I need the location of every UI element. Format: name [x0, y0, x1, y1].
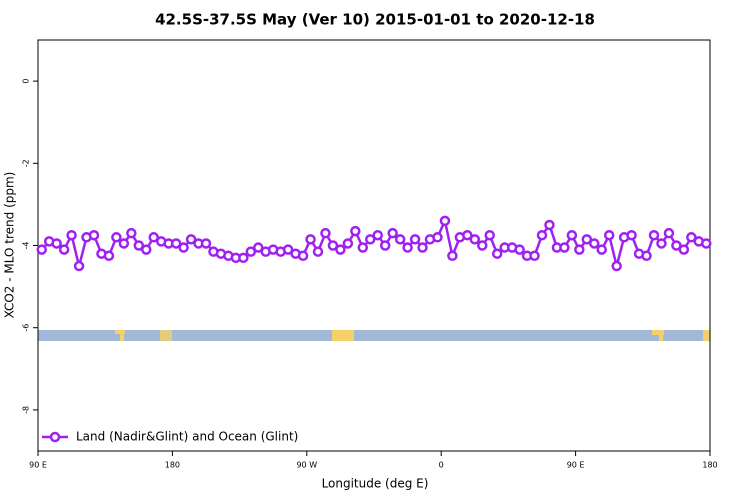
y-tick-label: -8: [22, 406, 31, 414]
y-tick-label: -4: [22, 242, 31, 250]
land-ocean-mask: [38, 330, 710, 341]
data-point: [73, 260, 85, 272]
data-point: [253, 242, 264, 253]
data-point: [566, 229, 578, 241]
data-point: [118, 238, 130, 249]
data-point: [529, 250, 540, 262]
data-point: [559, 242, 570, 253]
data-point: [484, 229, 495, 241]
data-point: [51, 238, 62, 249]
data-point: [238, 252, 249, 264]
data-point: [686, 232, 697, 243]
data-point: [126, 227, 137, 239]
data-point: [589, 238, 600, 249]
data-point: [245, 246, 257, 257]
data-point: [648, 229, 660, 241]
data-point: [58, 244, 70, 255]
data-point: [611, 260, 622, 272]
data-point: [200, 238, 212, 249]
data-point: [335, 244, 346, 255]
data-point: [170, 238, 182, 249]
data-point: [387, 227, 398, 239]
data-point: [678, 244, 690, 255]
chart-title: 42.5S-37.5S May (Ver 10) 2015-01-01 to 2…: [155, 11, 595, 29]
data-point: [185, 234, 197, 245]
data-point: [394, 234, 406, 245]
data-point: [36, 244, 47, 255]
data-point: [439, 215, 451, 227]
data-point: [372, 229, 383, 241]
data-point: [297, 250, 309, 262]
y-axis-label: XCO2 - MLO trend (ppm): [3, 172, 17, 319]
data-point: [432, 232, 443, 243]
data-point: [477, 240, 488, 251]
data-point: [447, 250, 458, 262]
x-tick-label: 180: [165, 461, 180, 470]
data-point: [402, 242, 413, 253]
data-point: [641, 250, 652, 262]
data-point: [596, 244, 607, 255]
data-point: [656, 238, 667, 249]
y-tick-label: 0: [22, 79, 31, 84]
x-tick-label: 90 E: [567, 461, 585, 470]
data-point: [320, 227, 331, 239]
data-point: [327, 240, 339, 251]
x-tick-label: 180: [702, 461, 717, 470]
data-point: [409, 234, 421, 245]
data-point: [178, 242, 189, 253]
data-point: [88, 229, 100, 241]
data-point: [574, 244, 585, 255]
x-tick-label: 90 E: [29, 461, 47, 470]
data-point: [603, 229, 615, 241]
data-point: [469, 234, 481, 245]
data-point: [379, 240, 391, 251]
data-point: [701, 238, 712, 249]
legend-label: Land (Nadir&Glint) and Ocean (Glint): [76, 430, 298, 444]
data-point: [671, 240, 682, 251]
data-point: [342, 238, 354, 249]
data-point: [305, 234, 316, 245]
data-point: [365, 234, 376, 245]
data-point: [103, 250, 115, 262]
data-point: [491, 248, 503, 259]
data-point: [417, 242, 428, 253]
data-point: [133, 240, 145, 251]
data-point: [350, 225, 361, 237]
x-axis-label: Longitude (deg E): [322, 477, 429, 491]
data-point: [626, 229, 637, 241]
data-point: [536, 229, 548, 241]
x-tick-label: 0: [439, 461, 444, 470]
data-point: [282, 244, 294, 255]
data-point: [357, 242, 369, 253]
data-point: [312, 246, 324, 257]
data-point: [462, 229, 473, 241]
legend-marker: [49, 431, 61, 443]
y-tick-label: -2: [22, 159, 31, 167]
data-point: [514, 244, 525, 255]
data-point: [544, 219, 555, 231]
data-point: [66, 229, 77, 241]
data-point: [141, 244, 152, 255]
x-tick-label: 90 W: [296, 461, 317, 470]
y-tick-label: -6: [22, 324, 31, 332]
data-point: [111, 232, 122, 243]
data-point: [148, 232, 159, 243]
data-point: [663, 227, 675, 239]
data-point: [581, 234, 593, 245]
